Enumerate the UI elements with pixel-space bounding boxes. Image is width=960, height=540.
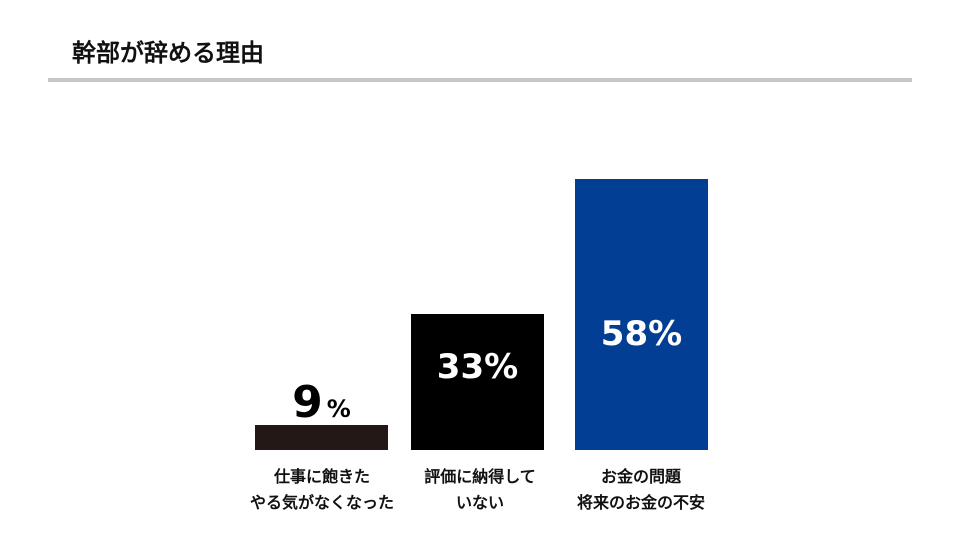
data-label-1-number: 9 — [292, 377, 323, 428]
category-label-2-line-2: いない — [455, 493, 504, 512]
data-label-2: 33% — [437, 347, 518, 387]
title-divider — [48, 78, 912, 82]
category-label-3: お金の問題 将来のお金の不安 — [541, 464, 741, 516]
data-label-3-number: 58 — [601, 314, 648, 354]
category-label-1-line-2: やる気がなくなった — [249, 493, 394, 512]
category-label-1-line-1: 仕事に飽きた — [273, 467, 370, 486]
data-label-3: 58% — [601, 314, 682, 354]
category-label-2: 評価に納得して いない — [380, 464, 580, 516]
data-label-2-unit: % — [484, 347, 518, 387]
bar-2 — [411, 314, 544, 450]
category-label-3-line-2: 将来のお金の不安 — [576, 493, 705, 512]
bar-1 — [255, 425, 388, 450]
category-label-1: 仕事に飽きた やる気がなくなった — [222, 464, 422, 516]
data-label-2-number: 33 — [437, 347, 484, 387]
category-label-3-line-1: お金の問題 — [600, 467, 681, 486]
page-title: 幹部が辞める理由 — [72, 39, 264, 67]
data-label-1: 9% — [292, 377, 351, 428]
category-label-2-line-1: 評価に納得して — [424, 467, 536, 486]
data-label-3-unit: % — [648, 314, 682, 354]
data-label-1-unit: % — [327, 395, 351, 423]
bar-3 — [575, 179, 708, 450]
